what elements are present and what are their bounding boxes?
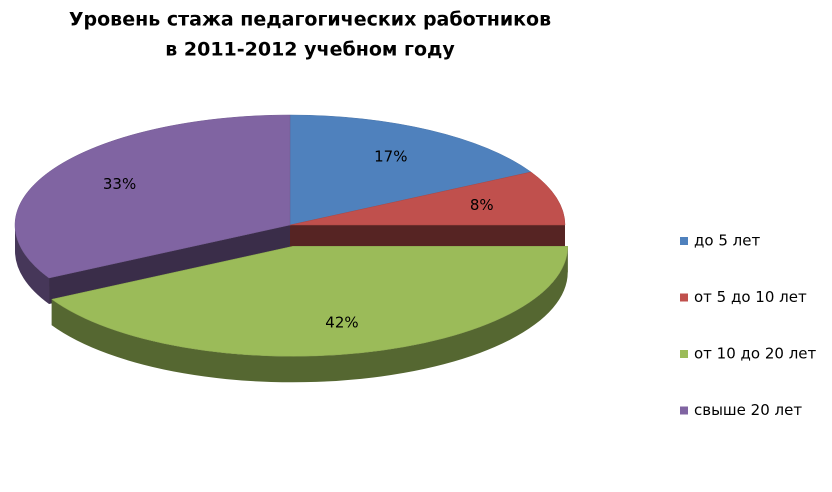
chart-title: Уровень стажа педагогических работников (69, 9, 551, 31)
legend-label: свыше 20 лет (694, 401, 802, 419)
legend-label: от 5 до 10 лет (694, 288, 807, 306)
slice (289, 171, 566, 226)
legend-swatch (680, 350, 688, 358)
slice-side (51, 246, 568, 383)
data-label: 8% (470, 196, 494, 214)
slice (14, 114, 291, 279)
data-label: 33% (103, 175, 136, 193)
legend-swatch (680, 237, 688, 245)
pie: 17% 8% 42% 33% (14, 114, 568, 383)
legend-label: от 10 до 20 лет (694, 345, 817, 363)
slice-side (49, 225, 291, 304)
legend: до 5 лет от 5 до 10 лет от 10 до 20 лет свы… (680, 232, 817, 419)
legend-label: до 5 лет (694, 232, 760, 250)
data-label: 17% (374, 147, 407, 165)
legend-swatch (680, 406, 688, 415)
chart-title: в 2011-2012 учебном году (165, 39, 455, 61)
slice (51, 246, 568, 357)
slice (289, 114, 532, 226)
slice-side (15, 225, 50, 304)
data-label: 42% (325, 314, 358, 332)
slice-side (290, 225, 565, 251)
legend-swatch (680, 293, 688, 302)
